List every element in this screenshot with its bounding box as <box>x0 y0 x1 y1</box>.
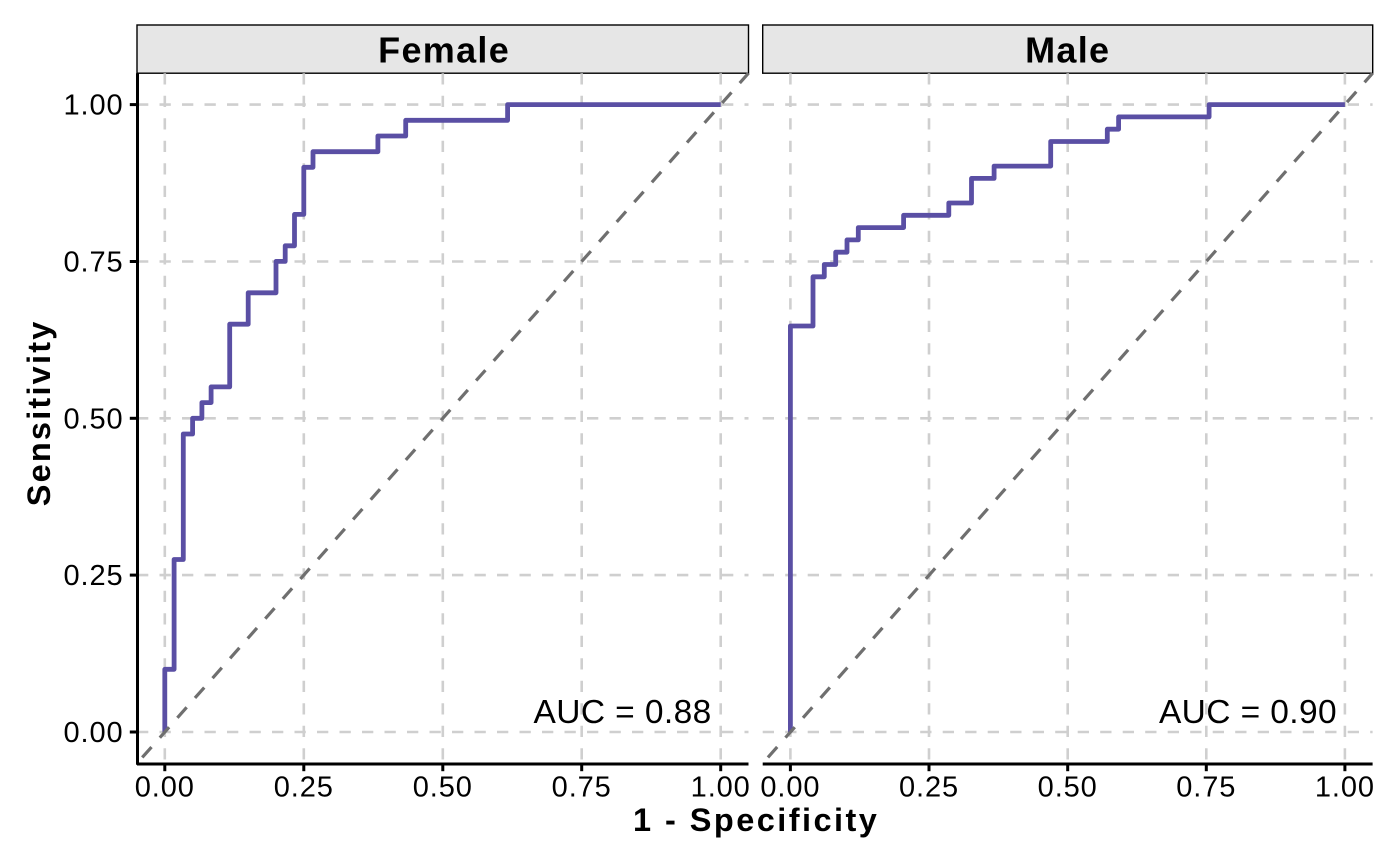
svg-text:0.25: 0.25 <box>899 771 959 803</box>
svg-text:Female: Female <box>378 30 510 71</box>
svg-text:0.25: 0.25 <box>63 560 123 592</box>
svg-text:0.50: 0.50 <box>63 403 123 435</box>
svg-text:0.50: 0.50 <box>413 771 473 803</box>
svg-text:0.00: 0.00 <box>135 771 195 803</box>
svg-text:AUC = 0.90: AUC = 0.90 <box>1159 694 1337 731</box>
svg-text:0.50: 0.50 <box>1038 771 1098 803</box>
svg-text:1.00: 1.00 <box>691 771 751 803</box>
svg-text:0.25: 0.25 <box>274 771 334 803</box>
svg-text:1.00: 1.00 <box>63 90 123 122</box>
svg-text:0.00: 0.00 <box>63 717 123 749</box>
svg-text:0.75: 0.75 <box>63 247 123 279</box>
svg-text:Sensitivity: Sensitivity <box>21 320 57 507</box>
svg-text:0.75: 0.75 <box>552 771 612 803</box>
svg-text:AUC = 0.88: AUC = 0.88 <box>534 694 712 731</box>
svg-text:1 - Specificity: 1 - Specificity <box>633 802 879 838</box>
svg-text:0.00: 0.00 <box>760 771 820 803</box>
svg-text:0.75: 0.75 <box>1176 771 1236 803</box>
svg-text:1.00: 1.00 <box>1315 771 1375 803</box>
svg-text:Male: Male <box>1025 30 1110 71</box>
